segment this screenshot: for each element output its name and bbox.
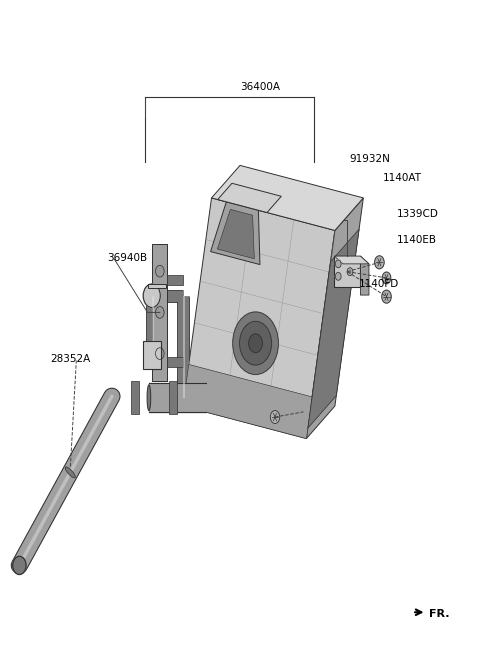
Text: 1140FD: 1140FD [359,279,399,289]
Text: 1339CD: 1339CD [396,209,438,219]
Circle shape [240,321,272,365]
Polygon shape [334,256,360,287]
Circle shape [347,268,353,276]
Text: FR.: FR. [429,609,449,619]
Circle shape [336,272,341,280]
Ellipse shape [147,385,151,411]
Polygon shape [132,382,139,414]
Text: 1140EB: 1140EB [396,236,437,245]
Circle shape [156,265,164,277]
Circle shape [382,290,391,303]
Polygon shape [212,165,363,230]
Text: 36400A: 36400A [240,83,280,92]
Circle shape [375,256,384,269]
Polygon shape [169,382,177,414]
Polygon shape [149,383,206,412]
Polygon shape [217,209,254,259]
Polygon shape [306,198,363,439]
Polygon shape [183,198,335,439]
Text: 36940B: 36940B [107,253,147,263]
Circle shape [156,306,164,318]
Circle shape [13,556,26,575]
Polygon shape [148,284,166,288]
Polygon shape [211,202,260,264]
Text: 28352A: 28352A [50,354,90,364]
Text: 91932N: 91932N [349,154,390,164]
Circle shape [233,312,278,375]
Circle shape [249,334,263,352]
Polygon shape [218,183,281,213]
Polygon shape [168,274,183,285]
Polygon shape [308,229,359,428]
Circle shape [143,284,160,308]
Ellipse shape [65,467,75,478]
Polygon shape [143,341,161,369]
Circle shape [336,260,341,268]
Polygon shape [183,365,312,439]
Circle shape [382,272,391,284]
Polygon shape [334,256,369,264]
Polygon shape [360,256,369,295]
Polygon shape [152,243,168,381]
Polygon shape [168,357,183,367]
Circle shape [270,411,280,424]
Circle shape [156,348,164,359]
Text: 1140AT: 1140AT [383,173,421,184]
